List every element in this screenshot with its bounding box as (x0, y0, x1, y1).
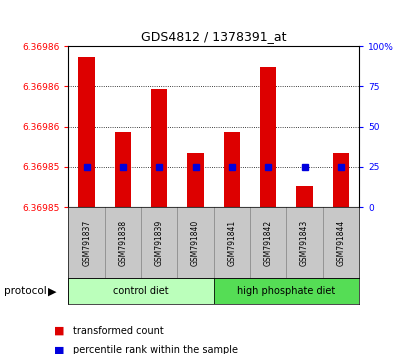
Text: GSM791839: GSM791839 (155, 219, 164, 266)
Bar (214, 278, 359, 304)
Text: GSM791842: GSM791842 (264, 219, 273, 266)
Text: protocol: protocol (4, 286, 47, 296)
Text: percentile rank within the sample: percentile rank within the sample (73, 346, 238, 354)
Text: ■: ■ (54, 346, 64, 354)
Bar (188, 153, 204, 207)
Text: ▶: ▶ (48, 286, 56, 296)
Bar (296, 185, 312, 207)
Bar (260, 68, 276, 207)
Bar (115, 132, 131, 207)
Text: transformed count: transformed count (73, 326, 164, 336)
Bar (333, 153, 349, 207)
Text: ■: ■ (54, 326, 64, 336)
Text: high phosphate diet: high phosphate diet (237, 286, 335, 296)
Text: control diet: control diet (113, 286, 169, 296)
Text: GSM791844: GSM791844 (336, 219, 345, 266)
Text: GSM791837: GSM791837 (82, 219, 91, 266)
Bar (224, 132, 240, 207)
Bar (78, 57, 95, 207)
Title: GDS4812 / 1378391_at: GDS4812 / 1378391_at (141, 30, 286, 44)
Bar (68, 278, 214, 304)
Text: GSM791838: GSM791838 (118, 219, 127, 266)
Text: GSM791841: GSM791841 (227, 219, 237, 266)
Text: GSM791840: GSM791840 (191, 219, 200, 266)
Bar (151, 89, 167, 207)
Text: GSM791843: GSM791843 (300, 219, 309, 266)
